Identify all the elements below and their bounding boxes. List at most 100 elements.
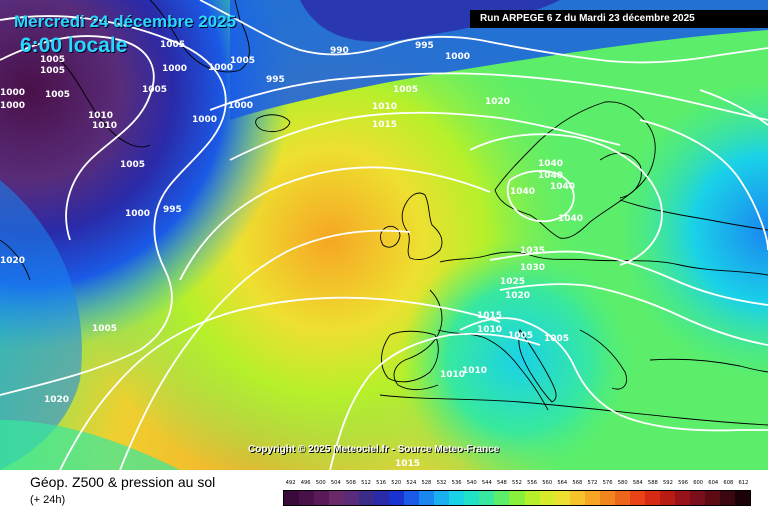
color-scale-swatch xyxy=(299,491,315,505)
color-scale-value: 612 xyxy=(738,480,749,486)
color-scale-swatch xyxy=(599,491,615,505)
isobar-label: 1010 xyxy=(92,121,117,131)
isobar-label: 1015 xyxy=(372,120,397,130)
isobar-label: 1020 xyxy=(44,395,69,405)
color-scale-swatch xyxy=(569,491,585,505)
isobar-label: 1010 xyxy=(462,366,487,376)
color-scale-value: 596 xyxy=(678,480,689,486)
color-scale-value: 560 xyxy=(542,480,553,486)
color-scale-swatch xyxy=(389,491,405,505)
model-run-label: Run ARPEGE 6 Z du Mardi 23 décembre 2025 xyxy=(470,10,768,28)
isobar-label: 1000 xyxy=(0,101,25,111)
isobar-label: 1035 xyxy=(520,246,545,256)
color-scale-value: 556 xyxy=(527,480,538,486)
isobar-label: 1000 xyxy=(208,63,233,73)
isobar-label: 1010 xyxy=(440,370,465,380)
color-scale-swatch xyxy=(719,491,735,505)
color-scale-value: 528 xyxy=(421,480,432,486)
color-scale-value: 532 xyxy=(436,480,447,486)
color-scale-value: 588 xyxy=(647,480,658,486)
isobar-label: 1010 xyxy=(88,111,113,121)
color-scale-swatch xyxy=(704,491,720,505)
color-scale-swatch xyxy=(329,491,345,505)
color-scale-bar xyxy=(283,490,751,506)
forecast-date: Mercredi 24 décembre 2025 xyxy=(14,12,237,31)
color-scale-value: 524 xyxy=(406,480,417,486)
color-scale-swatch xyxy=(434,491,450,505)
color-scale-swatch xyxy=(314,491,330,505)
color-scale-swatch xyxy=(524,491,540,505)
isobar-label: 1020 xyxy=(0,256,25,266)
color-scale-swatch xyxy=(629,491,645,505)
color-scale-value: 584 xyxy=(632,480,643,486)
isobar-label: 1020 xyxy=(485,97,510,107)
isobar-label: 1040 xyxy=(550,182,575,192)
color-scale-swatch xyxy=(509,491,525,505)
isobars xyxy=(0,0,768,470)
color-scale-swatch xyxy=(374,491,390,505)
color-scale-swatch xyxy=(689,491,705,505)
isobar-label: 1000 xyxy=(162,64,187,74)
color-scale-swatch xyxy=(419,491,435,505)
isobar-label: 1000 xyxy=(228,101,253,111)
color-scale-swatch xyxy=(344,491,360,505)
isobar-label: 1005 xyxy=(45,90,70,100)
isobar-label: 1005 xyxy=(142,85,167,95)
coastlines xyxy=(0,0,768,426)
isobar-label: 1000 xyxy=(445,52,470,62)
color-scale-labels: 492 496 500 504 508 512 516 520 524 528 532 536 540 5… xyxy=(283,480,751,490)
field-southwest-green xyxy=(0,420,180,470)
color-scale-value: 508 xyxy=(345,480,356,486)
isobar-label: 1000 xyxy=(0,88,25,98)
color-scale-value: 540 xyxy=(466,480,477,486)
color-scale-value: 536 xyxy=(451,480,462,486)
isobar-label: 1005 xyxy=(40,55,65,65)
color-scale-swatch xyxy=(554,491,570,505)
isobar-label: 995 xyxy=(163,205,182,215)
isobar-label: 1015 xyxy=(395,459,420,469)
isobar-label: 1005 xyxy=(120,160,145,170)
color-scale-swatch xyxy=(659,491,675,505)
copyright-notice: Copyright © 2025 Meteociel.fr - Source M… xyxy=(248,444,500,455)
isobar-label: 1005 xyxy=(508,331,533,341)
isobar-label: 1005 xyxy=(393,85,418,95)
color-scale-swatch xyxy=(539,491,555,505)
isobar-label: 1040 xyxy=(538,171,563,181)
color-scale-value: 572 xyxy=(587,480,598,486)
color-scale-swatch xyxy=(674,491,690,505)
isobar-label: 1005 xyxy=(544,334,569,344)
isobar-label: 1010 xyxy=(372,102,397,112)
isobar-label: 995 xyxy=(266,75,285,85)
color-scale-value: 592 xyxy=(663,480,673,486)
legend-subtitle: (+ 24h) xyxy=(30,494,66,506)
isobar-label: 1010 xyxy=(477,325,502,335)
isobar-label: 1005 xyxy=(230,56,255,66)
color-scale-value: 512 xyxy=(361,480,371,486)
color-scale-value: 568 xyxy=(572,480,583,486)
isobar-label: 1040 xyxy=(510,187,535,197)
color-scale: 492 496 500 504 508 512 516 520 524 528 532 536 540 5… xyxy=(283,480,751,508)
isobar-label: 1005 xyxy=(92,324,117,334)
color-scale-value: 500 xyxy=(315,480,326,486)
color-scale-swatch xyxy=(284,491,300,505)
isobar-label: 1005 xyxy=(40,66,65,76)
color-scale-value: 504 xyxy=(330,480,341,486)
color-scale-swatch xyxy=(644,491,660,505)
isobar-label: 1030 xyxy=(520,263,545,273)
legend-footer: Géop. Z500 & pression au sol (+ 24h) 492… xyxy=(0,470,768,512)
isobar-label: 1020 xyxy=(505,291,530,301)
color-scale-swatch xyxy=(404,491,420,505)
color-scale-swatch xyxy=(734,491,750,505)
color-scale-value: 608 xyxy=(723,480,734,486)
color-scale-swatch xyxy=(359,491,375,505)
color-scale-swatch xyxy=(449,491,465,505)
color-scale-swatch xyxy=(614,491,630,505)
color-scale-value: 564 xyxy=(557,480,568,486)
isobar-label: 1015 xyxy=(477,311,502,321)
isobar-label-group: 990 995 1000 1005 1010 1015 1020 1025 10… xyxy=(0,40,583,469)
color-scale-swatch xyxy=(584,491,600,505)
isobar-label: 1040 xyxy=(558,214,583,224)
color-scale-swatch xyxy=(464,491,480,505)
color-scale-value: 516 xyxy=(376,480,387,486)
